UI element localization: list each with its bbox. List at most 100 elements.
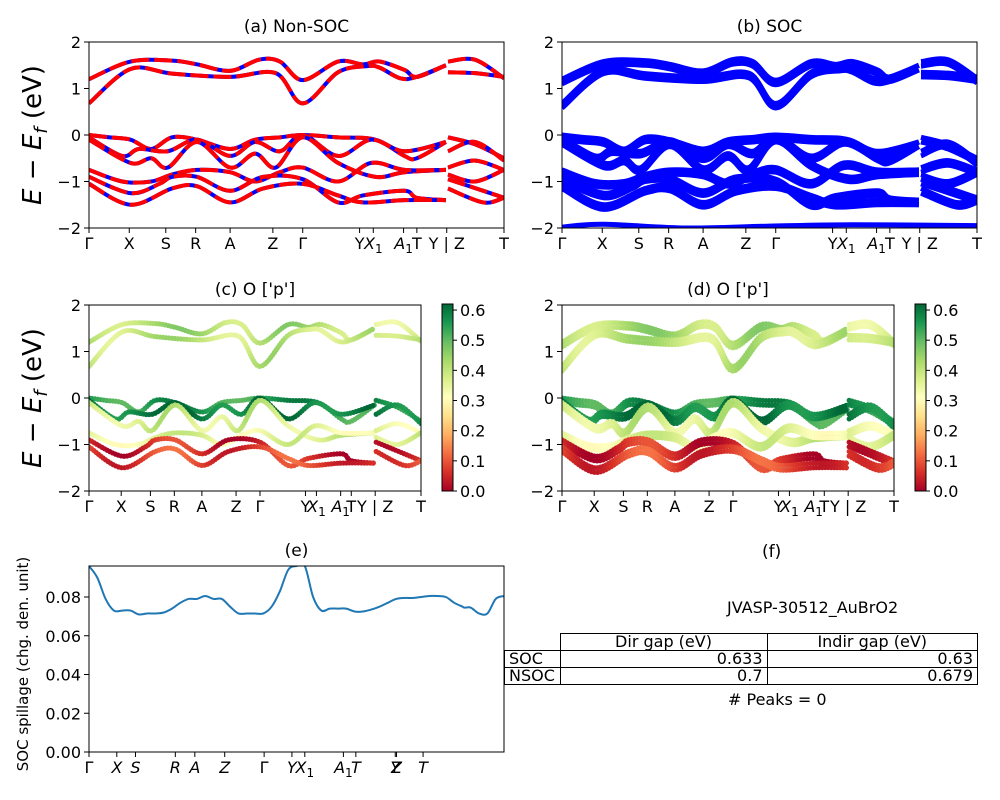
panel-title: (e) [285,541,309,561]
x-tick-label: X [589,497,600,516]
x-tick-label: Y [300,497,311,516]
x-tick-label: Y | Z [428,234,465,253]
y-tick-label: −2 [57,219,81,238]
x-tick-label: Y [354,234,365,253]
soc-band-vb3 [562,139,920,185]
gap-table-header-dir: Dir gap (eV) [559,633,768,651]
x-tick-label: R [170,758,181,777]
x-tick-label: Y | Z [901,234,938,253]
band-dash-vb10 [447,168,504,184]
soc-band-cb2 [562,60,920,88]
band-dash-vb2 [89,133,447,159]
band-point [843,465,849,471]
band-dash-vb1 [89,132,447,162]
x-tick-label: R [663,234,674,253]
x-tick-label: A [698,234,709,253]
x-tick-label: Y | Z [356,497,393,516]
x-tick-label: T [888,497,899,516]
y-tick-label: 0 [71,126,81,145]
y-tick-label: −2 [530,482,554,501]
spillage-line [89,566,504,616]
y-tick-label: 0.02 [45,704,81,723]
y-tick-label: 2 [544,33,554,52]
x-tick-label: Γ [558,497,567,516]
gap-table-cell-dir: 0.633 [559,650,768,668]
x-tick-label: T [884,234,895,253]
band-dash-vb9 [447,158,504,172]
band-dash-vb3 [89,135,447,180]
peaks-label: # Peaks = 0 [728,690,827,709]
x-tick-label: X [597,234,608,253]
y-tick-label: 1 [544,343,554,362]
band-point [417,430,421,436]
band-dash-vb8 [447,139,504,163]
y-tick-label: 0 [544,389,554,408]
band-dash-cb1 [89,63,447,106]
x-tick-label: Z [231,497,242,516]
colorbar-tick-label: 0.2 [460,422,485,441]
soc-band-cb1 [562,62,920,106]
x-tick-label: T [345,497,356,516]
x-tick-label: A1 [803,497,823,519]
x-tick-label: T [351,758,362,777]
x-tick-label: S [130,758,140,777]
x-tick-label: S [145,497,155,516]
x-tick-label: Y [390,758,401,777]
panel-title: (a) Non-SOC [244,17,349,37]
band-point [370,402,376,409]
colorbar-tick-label: 0.1 [933,452,958,471]
colorbar: 0.0 0.1 0.2 0.3 0.4 0.5 0.6 [441,301,485,501]
soc-band-vb11 [920,176,977,201]
x-tick-label: Γ [729,497,738,516]
soc-band-vb8 [919,144,977,168]
projected-bands [89,319,421,471]
band-point [370,460,376,466]
gap-table-row-label: NSOC [504,667,561,685]
y-tick-label: 1 [71,80,81,99]
soc-band-vb9 [920,158,977,173]
x-tick-label: T [971,234,982,253]
gap-table-row: SOC 0.633 0.63 [504,650,978,668]
x-tick-label: Z [218,758,231,777]
band-dash-cb2b [447,56,504,80]
x-tick-label: A1 [330,497,350,519]
x-tick-label: T [415,497,426,516]
colorbar-gradient [914,303,927,492]
soc-band-vb6 [562,185,919,212]
gap-table-row: NSOC 0.7 0.679 [504,667,978,685]
band-dash-cb2 [89,56,447,83]
gap-table-header-indir: Indir gap (eV) [766,633,978,651]
y-tick-label: 1 [544,80,554,99]
y-tick-label: −1 [530,173,554,192]
band-point [417,458,421,464]
y-axis-label: E − Ef (eV) [18,65,52,205]
x-tick-label: A [196,497,207,516]
gap-table: Dir gap (eV) Indir gap (eV) SOC 0.633 0.… [504,633,978,685]
y-tick-label: −1 [57,173,81,192]
y-tick-label: −1 [57,436,81,455]
y-tick-label: −1 [530,436,554,455]
x-tick-label: X1 [294,758,314,780]
panel-d: (d) O ['p']210−1−2Γ X S R A Z Γ YX1 A1T Y | Z T0.0… [530,280,958,519]
x-tick-label: Z [740,234,751,253]
y-tick-label: 0.06 [45,627,81,646]
axes-frame [88,565,505,753]
colorbar-tick-label: 0.3 [933,392,958,411]
bands [562,56,977,228]
soc-band-cb1 [562,67,920,111]
x-tick-label: Γ [298,234,307,253]
x-tick-label: Γ [85,758,94,777]
x-tick-label: S [634,234,644,253]
colorbar-gradient [441,303,454,492]
gap-table-cell-indir: 0.63 [766,650,978,668]
x-tick-label: S [161,234,171,253]
band-line-vb3 [89,135,447,180]
colorbar-tick-label: 0.0 [933,482,958,501]
gap-table-header-row: Dir gap (eV) Indir gap (eV) [505,633,978,651]
bands [89,56,504,207]
x-tick-label: Y | Z [829,497,866,516]
soc-band-cb1b [920,74,977,85]
y-tick-label: 2 [544,296,554,315]
band-dash-vb12 [447,186,504,205]
